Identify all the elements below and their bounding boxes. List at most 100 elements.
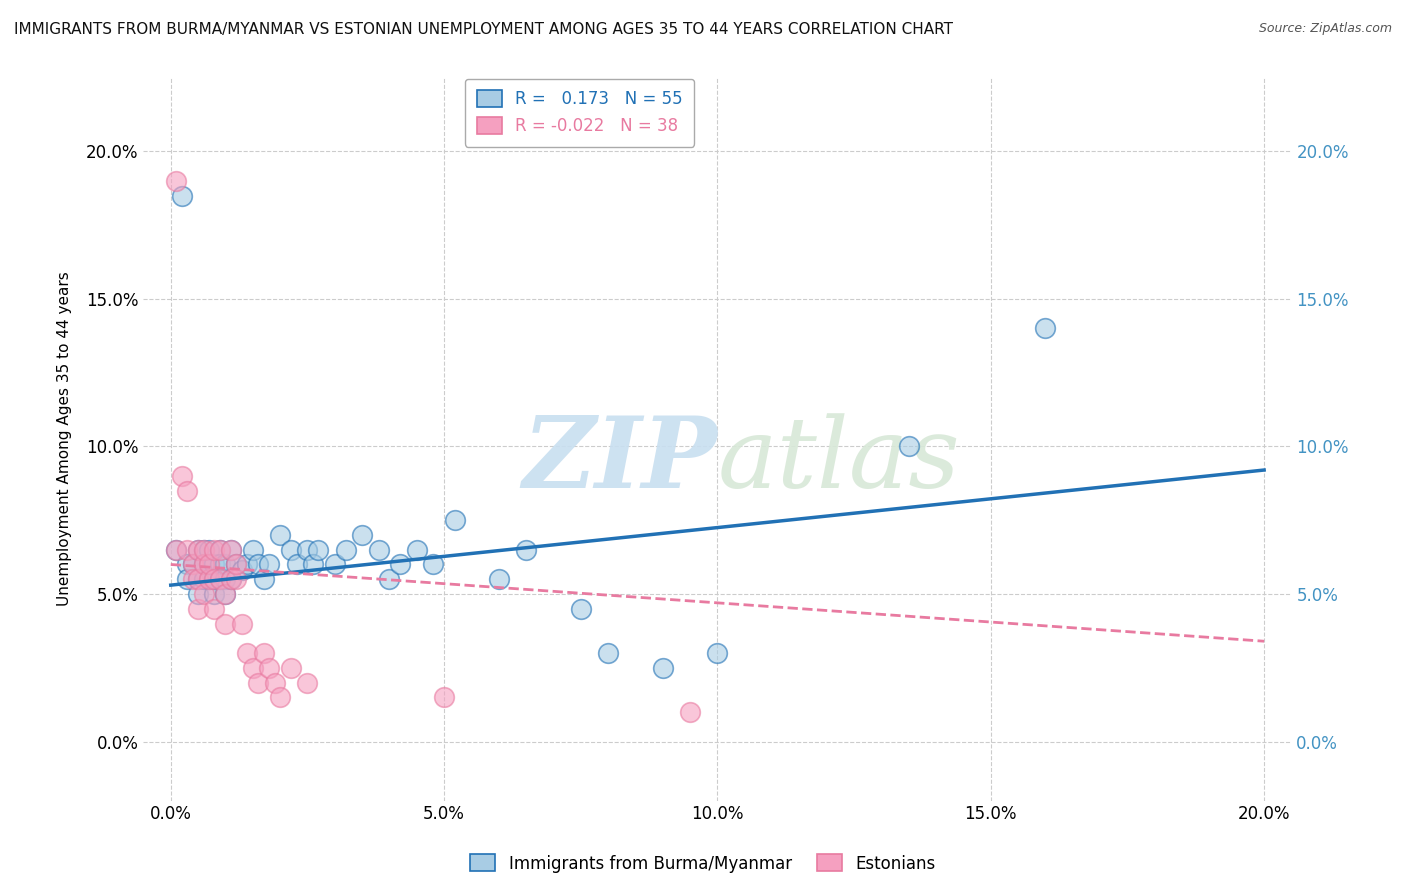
Point	[679, 705, 702, 719]
Point	[433, 690, 456, 705]
Point	[488, 572, 510, 586]
Point	[225, 558, 247, 572]
Point	[302, 558, 325, 572]
Point	[208, 558, 231, 572]
Point	[253, 572, 276, 586]
Point	[214, 572, 236, 586]
Point	[198, 572, 221, 586]
Point	[165, 542, 187, 557]
Point	[236, 646, 259, 660]
Point	[378, 572, 401, 586]
Point	[651, 661, 673, 675]
Point	[181, 558, 204, 572]
Legend: Immigrants from Burma/Myanmar, Estonians: Immigrants from Burma/Myanmar, Estonians	[464, 847, 942, 880]
Point	[242, 542, 264, 557]
Point	[231, 563, 253, 577]
Point	[307, 542, 329, 557]
Text: IMMIGRANTS FROM BURMA/MYANMAR VS ESTONIAN UNEMPLOYMENT AMONG AGES 35 TO 44 YEARS: IMMIGRANTS FROM BURMA/MYANMAR VS ESTONIA…	[14, 22, 953, 37]
Point	[515, 542, 537, 557]
Point	[297, 542, 319, 557]
Point	[225, 558, 247, 572]
Point	[208, 542, 231, 557]
Point	[219, 572, 242, 586]
Point	[198, 558, 221, 572]
Point	[214, 558, 236, 572]
Point	[247, 558, 270, 572]
Point	[204, 558, 226, 572]
Point	[280, 661, 302, 675]
Point	[297, 675, 319, 690]
Point	[706, 646, 728, 660]
Point	[193, 542, 215, 557]
Point	[187, 572, 209, 586]
Point	[269, 690, 291, 705]
Point	[187, 572, 209, 586]
Point	[198, 542, 221, 557]
Point	[204, 601, 226, 615]
Point	[165, 174, 187, 188]
Point	[352, 528, 374, 542]
Point	[285, 558, 308, 572]
Point	[598, 646, 620, 660]
Point	[422, 558, 444, 572]
Point	[193, 572, 215, 586]
Point	[280, 542, 302, 557]
Point	[193, 558, 215, 572]
Point	[214, 587, 236, 601]
Point	[897, 439, 920, 453]
Legend: R =   0.173   N = 55, R = -0.022   N = 38: R = 0.173 N = 55, R = -0.022 N = 38	[465, 78, 695, 146]
Point	[444, 513, 467, 527]
Y-axis label: Unemployment Among Ages 35 to 44 years: Unemployment Among Ages 35 to 44 years	[58, 272, 72, 607]
Point	[231, 616, 253, 631]
Point	[176, 572, 198, 586]
Point	[176, 558, 198, 572]
Point	[176, 542, 198, 557]
Point	[257, 661, 280, 675]
Point	[198, 572, 221, 586]
Point	[187, 542, 209, 557]
Point	[367, 542, 389, 557]
Point	[193, 558, 215, 572]
Point	[198, 558, 221, 572]
Point	[257, 558, 280, 572]
Point	[181, 558, 204, 572]
Point	[569, 601, 592, 615]
Point	[247, 675, 270, 690]
Point	[176, 483, 198, 498]
Point	[236, 558, 259, 572]
Point	[208, 542, 231, 557]
Point	[208, 572, 231, 586]
Point	[170, 188, 193, 202]
Point	[204, 572, 226, 586]
Point	[389, 558, 412, 572]
Text: atlas: atlas	[717, 413, 960, 508]
Point	[253, 646, 276, 660]
Point	[170, 469, 193, 483]
Point	[405, 542, 427, 557]
Point	[187, 601, 209, 615]
Point	[204, 587, 226, 601]
Point	[214, 587, 236, 601]
Point	[193, 542, 215, 557]
Point	[165, 542, 187, 557]
Point	[225, 572, 247, 586]
Text: ZIP: ZIP	[523, 412, 717, 509]
Point	[323, 558, 346, 572]
Point	[263, 675, 285, 690]
Point	[181, 572, 204, 586]
Point	[187, 542, 209, 557]
Point	[269, 528, 291, 542]
Point	[1035, 321, 1057, 335]
Point	[242, 661, 264, 675]
Point	[193, 587, 215, 601]
Point	[214, 616, 236, 631]
Point	[187, 587, 209, 601]
Point	[208, 572, 231, 586]
Point	[335, 542, 357, 557]
Point	[204, 572, 226, 586]
Text: Source: ZipAtlas.com: Source: ZipAtlas.com	[1258, 22, 1392, 36]
Point	[204, 542, 226, 557]
Point	[219, 542, 242, 557]
Point	[219, 542, 242, 557]
Point	[219, 572, 242, 586]
